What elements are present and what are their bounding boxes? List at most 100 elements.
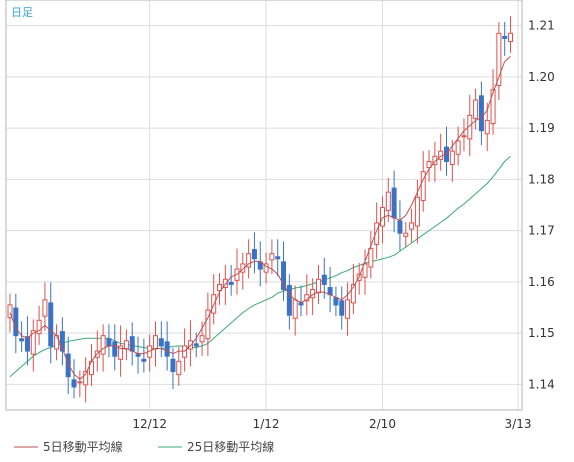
candle-up <box>54 324 60 361</box>
candle-down <box>397 200 403 251</box>
candle-down <box>24 316 30 366</box>
candle-up <box>368 231 374 279</box>
candle-down <box>286 274 292 330</box>
candle-body <box>77 381 83 384</box>
candle-body <box>123 340 129 350</box>
candle-body <box>333 297 339 306</box>
plot-border <box>5 0 523 411</box>
candle-body <box>65 353 71 378</box>
candle-up <box>350 263 356 315</box>
candle-down <box>275 239 281 277</box>
candle-body <box>187 340 193 350</box>
candle-down <box>141 338 147 373</box>
y-tick-label: 1.14 <box>528 377 555 391</box>
candle-down <box>135 336 141 374</box>
candle-down <box>251 232 257 274</box>
candle-body <box>217 283 223 292</box>
candle-up <box>484 103 490 152</box>
x-tick-label: 2/10 <box>369 417 396 431</box>
candle-up <box>490 69 496 135</box>
y-tick-label: 1.21 <box>528 19 555 33</box>
candle-body <box>298 302 304 306</box>
candle-up <box>77 370 83 398</box>
candle-body <box>170 358 176 373</box>
y-tick-label: 1.17 <box>528 224 555 238</box>
candle-up <box>118 325 124 377</box>
candle-body <box>281 261 287 291</box>
candle-body <box>345 299 351 319</box>
candle-up <box>176 346 182 386</box>
candle-up <box>205 292 211 357</box>
candle-down <box>391 170 397 233</box>
candle-body <box>251 249 257 260</box>
candle-up <box>473 88 479 130</box>
candle-down <box>158 321 164 358</box>
timeframe-label: 日足 <box>11 6 33 19</box>
candle-body <box>176 360 182 376</box>
candle-up <box>362 249 368 295</box>
candle-body <box>24 336 30 352</box>
candle-up <box>30 319 36 372</box>
candle-body <box>397 220 403 234</box>
candle-body <box>409 222 415 230</box>
candle-up <box>496 22 502 100</box>
candle-down <box>478 81 484 146</box>
candle-body <box>158 338 164 347</box>
candle-down <box>71 359 77 399</box>
candle-down <box>112 324 118 371</box>
candle-up <box>83 357 89 403</box>
grid <box>6 0 522 410</box>
candle-body <box>59 331 65 352</box>
candle-up <box>315 264 321 304</box>
candle-body <box>449 150 455 166</box>
candle-down <box>257 241 263 287</box>
candle-body <box>222 278 228 289</box>
candle-body <box>42 299 48 317</box>
ma25-layer <box>9 155 511 378</box>
candle-body <box>153 335 158 350</box>
candle-body <box>403 232 409 237</box>
candle-body <box>129 336 135 352</box>
candle-up <box>409 208 415 244</box>
candle-body <box>286 284 292 316</box>
candle-body <box>141 358 147 362</box>
candle-up <box>217 273 223 305</box>
candle-up <box>269 239 275 275</box>
candle-up <box>187 320 193 367</box>
candle-body <box>484 119 490 135</box>
candle-body <box>385 191 391 212</box>
candle-body <box>13 307 19 337</box>
candle-body <box>135 353 141 357</box>
x-axis-ticks: 12/12 1/12 2/10 3/13 <box>132 417 531 431</box>
candle-up <box>153 321 158 367</box>
candle-body <box>368 248 374 268</box>
candle-body <box>414 196 420 227</box>
x-tick-label: 1/12 <box>253 417 280 431</box>
candle-body <box>30 330 36 355</box>
candle-body <box>508 32 514 43</box>
candle-body <box>339 300 345 316</box>
candle-body <box>362 263 368 278</box>
candle-up <box>403 221 409 248</box>
candle-down <box>65 336 71 395</box>
candle-body <box>420 171 426 201</box>
candle-body <box>100 335 106 355</box>
y-tick-label: 1.16 <box>528 275 555 289</box>
ma5-line <box>9 56 511 380</box>
legend: 5日移動平均線 25日移動平均線 <box>14 439 274 454</box>
candle-down <box>502 22 508 56</box>
legend-ma25-label: 25日移動平均線 <box>187 439 274 454</box>
candle-down <box>170 347 176 389</box>
candle-body <box>71 379 77 388</box>
candle-down <box>339 286 345 330</box>
candle-up <box>426 150 432 182</box>
candle-down <box>129 322 135 366</box>
candles <box>7 15 514 403</box>
candle-up <box>461 118 467 152</box>
candle-down <box>19 321 25 353</box>
candle-body <box>36 319 42 335</box>
candle-body <box>473 99 479 119</box>
candle-body <box>461 135 467 138</box>
candle-body <box>48 302 54 347</box>
